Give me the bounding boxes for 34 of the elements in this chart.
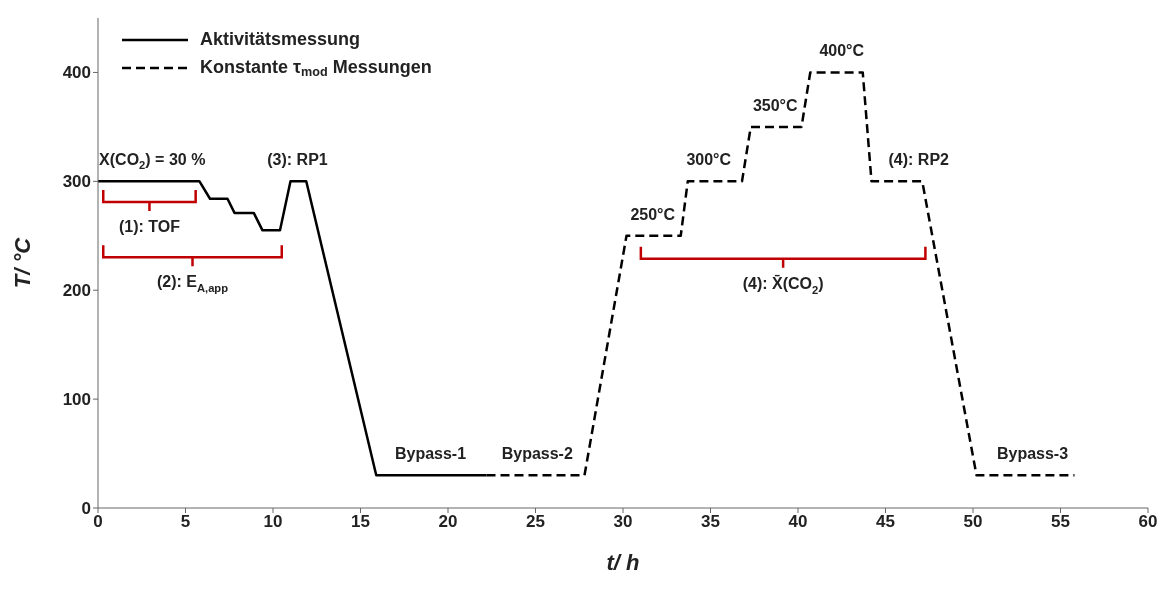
x-tick-label: 45 [876, 512, 895, 532]
annotation: X(CO$_{2}$) = 30 % [99, 151, 206, 172]
x-tick-label: 25 [526, 512, 545, 532]
annotation: 250°C [630, 206, 676, 224]
annotation: 400°C [819, 42, 865, 60]
y-axis-title: T/ °C [9, 236, 35, 289]
x-axis-title: t/ h [606, 550, 640, 575]
x-tick-label: 50 [963, 512, 983, 532]
annotation: Bypass-2 [501, 445, 573, 463]
x-tick-label: 5 [180, 512, 191, 532]
annotation: 350°C [752, 97, 799, 115]
y-tick-label: 400 [62, 63, 91, 83]
annotation: (1): TOF [118, 217, 181, 235]
x-tick-label: 35 [701, 512, 720, 532]
annotation: (3): RP1 [267, 151, 328, 169]
annotation: (4): X̄(CO$_{2}$) [742, 273, 824, 296]
annotation: 300°C [686, 151, 732, 169]
x-tick-label: 15 [351, 512, 370, 532]
annotation: (4): RP2 [888, 151, 950, 169]
annotation: (2): E$_{A,app}$ [156, 273, 229, 295]
x-tick-label: 30 [613, 512, 633, 532]
x-tick-label: 10 [263, 512, 283, 532]
x-tick-label: 55 [1051, 512, 1070, 532]
y-tick-label: 100 [62, 390, 91, 410]
y-tick-label: 0 [81, 499, 91, 519]
legend-label: Konstante τ$_{mod}$ Messungen [200, 56, 432, 80]
y-tick-label: 200 [62, 281, 91, 301]
legend-label: Aktivitätsmessung [200, 28, 361, 49]
annotation: Bypass-3 [996, 445, 1069, 463]
y-tick-label: 300 [62, 172, 91, 192]
annotation: Bypass-1 [394, 445, 467, 463]
x-tick-label: 20 [438, 512, 458, 532]
x-tick-label: 40 [788, 512, 808, 532]
x-tick-label: 60 [1138, 512, 1158, 532]
